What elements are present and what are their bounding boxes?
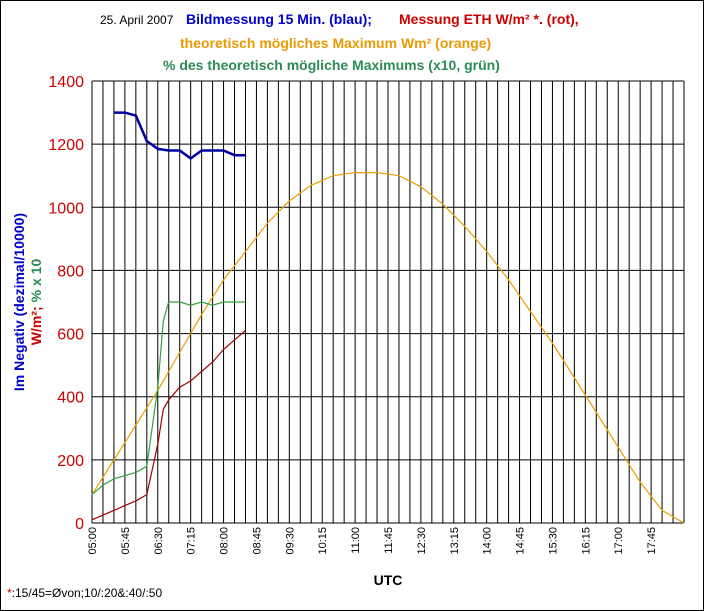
x-tick-label: 12:30 <box>416 527 428 555</box>
y-label-green: % x 10 <box>28 259 44 303</box>
y-label-blue: Im Negativ (dezimal/10000) <box>11 213 27 391</box>
x-tick-label: 06:30 <box>153 527 165 555</box>
x-tick-label: 13:15 <box>449 527 461 555</box>
y-axis-label-2: W/m²; % x 10 <box>28 259 44 346</box>
footnote: *:15/45=Øvon;10/:20&:40/:50 <box>7 586 162 600</box>
x-tick-label: 15:30 <box>547 527 559 555</box>
x-axis-label: UTC <box>374 572 403 588</box>
series-line-green <box>91 301 246 496</box>
title-green-label: % des theoretisch mögliche Maximums (x10… <box>163 57 500 73</box>
y-tick-label: 1000 <box>48 200 84 217</box>
svg-text:Im Negativ (dezimal/10000): Im Negativ (dezimal/10000) <box>11 213 27 391</box>
x-tick-label: 11:00 <box>350 527 362 554</box>
y-tick-label: 400 <box>57 390 84 407</box>
y-tick-label: 600 <box>57 327 84 344</box>
x-tick-label: 17:45 <box>646 527 658 555</box>
x-tick-label: 05:45 <box>120 527 132 555</box>
x-tick-label: 07:15 <box>186 527 198 555</box>
title-orange-label: theoretisch mögliches Maximum Wm² (orang… <box>180 35 491 51</box>
y-tick-label: 800 <box>57 263 84 280</box>
y-label-red: W/m²; <box>28 306 44 345</box>
x-tick-label: 11:45 <box>383 527 395 554</box>
x-tick-label: 05:00 <box>87 527 99 555</box>
x-tick-label: 09:30 <box>284 527 296 555</box>
footnote-text: :15/45=Øvon;10/:20&:40/:50 <box>12 586 163 600</box>
plot-area: 0 200 400 600 800 1000 1200 1400 05:00 05:45 06:30… <box>48 74 685 555</box>
title-blue-label: Bildmessung 15 Min. (blau); <box>186 11 372 27</box>
x-tick-label: 08:45 <box>251 527 263 555</box>
y-tick-label: 1200 <box>48 137 84 154</box>
x-tick-label: 17:00 <box>613 527 625 555</box>
y-tick-label: 0 <box>75 516 84 533</box>
y-tick-label: 200 <box>57 453 84 470</box>
x-tick-label: 10:15 <box>317 527 329 555</box>
title-date: 25. April 2007 <box>100 13 174 27</box>
title-red-label: Messung ETH W/m² *. (rot), <box>399 11 579 27</box>
y-tick-label: 1400 <box>48 74 84 91</box>
x-tick-label: 14:00 <box>482 527 494 555</box>
series-line-red <box>91 329 246 521</box>
x-tick-label: 16:15 <box>580 527 592 555</box>
footnote-star: * <box>7 586 12 600</box>
x-tick-label: 08:00 <box>219 527 231 555</box>
y-axis-label: Im Negativ (dezimal/10000) <box>11 213 27 391</box>
series-line-orange <box>91 172 685 524</box>
series-line-blue <box>113 111 246 160</box>
x-tick-label: 14:45 <box>515 527 527 555</box>
svg-text:W/m²;% x 10: W/m²; % x 10 <box>28 259 44 346</box>
